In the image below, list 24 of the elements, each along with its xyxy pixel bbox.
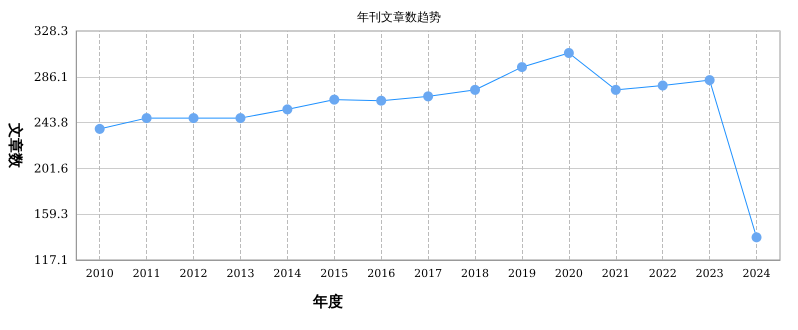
x-axis-title: 年度 xyxy=(312,292,344,310)
x-tick-label: 2020 xyxy=(554,267,583,280)
x-tick-label: 2019 xyxy=(508,267,536,280)
x-tick-label: 2010 xyxy=(86,267,114,280)
x-tick-label: 2012 xyxy=(180,267,208,280)
y-tick-label: 286.1 xyxy=(34,70,68,84)
x-tick-label: 2021 xyxy=(602,267,630,280)
y-tick-label: 117.1 xyxy=(34,253,68,267)
y-axis-title: 文章数 xyxy=(6,122,24,169)
y-tick-label: 328.3 xyxy=(34,24,68,38)
x-tick-label: 2017 xyxy=(414,267,442,280)
x-tick-label: 2015 xyxy=(320,267,348,280)
x-tick-label: 2013 xyxy=(226,267,254,280)
x-tick-label: 2022 xyxy=(648,267,677,280)
x-tick-label: 2024 xyxy=(742,267,771,280)
y-tick-label: 159.3 xyxy=(34,207,68,222)
x-tick-label: 2011 xyxy=(132,267,161,280)
x-tick-label: 2023 xyxy=(696,267,724,280)
x-tick-label: 2018 xyxy=(461,267,490,280)
chart-title: 年刊文章数趋势 xyxy=(357,10,441,24)
y-tick-label: 243.8 xyxy=(34,116,68,130)
y-tick-label: 201.6 xyxy=(34,161,68,176)
x-tick-label: 2016 xyxy=(367,267,396,280)
x-tick-label: 2014 xyxy=(273,267,302,280)
